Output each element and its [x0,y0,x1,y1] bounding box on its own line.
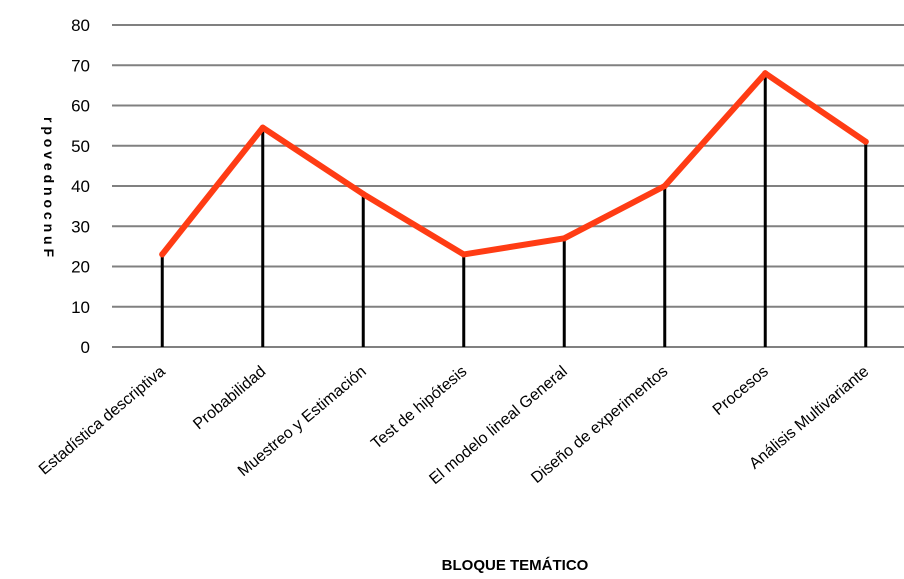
data-point-3 [360,191,367,198]
y-tick-label-70: 70 [71,56,90,75]
y-axis-title: r p o v e d n o c n u F [41,117,57,257]
y-tick-label-50: 50 [71,137,90,156]
x-axis-title: BLOQUE TEMÁTICO [442,557,589,574]
data-point-8 [862,138,869,145]
x-category-label-7: Procesos [710,363,772,419]
data-point-6 [661,183,668,189]
drop-lines [160,73,868,347]
data-point-7 [762,70,769,77]
data-point-5 [561,235,568,242]
y-tick-label-20: 20 [71,258,90,277]
y-tick-label-40: 40 [71,177,90,196]
y-tick-label-60: 60 [71,97,90,116]
x-category-label-1: Estadística descriptiva [36,363,169,478]
x-category-label-2: Probabilidad [190,363,269,433]
gridlines [112,24,904,348]
series-line [159,70,869,258]
y-tick-label-0: 0 [81,338,90,357]
x-category-label-4: Test de hipótesis [368,363,470,453]
data-point-1 [159,251,166,258]
series-line-layer [159,70,869,258]
y-tick-label-10: 10 [71,298,90,317]
data-point-4 [460,251,467,258]
x-axis-category-labels: Estadística descriptiva ProbabilidadMuest… [36,363,872,488]
y-tick-label-30: 30 [71,217,90,236]
y-axis-ticks: 0 10 20 30 40 50 60 70 80 [71,16,90,357]
y-tick-label-80: 80 [71,16,90,35]
data-point-2 [259,124,266,131]
